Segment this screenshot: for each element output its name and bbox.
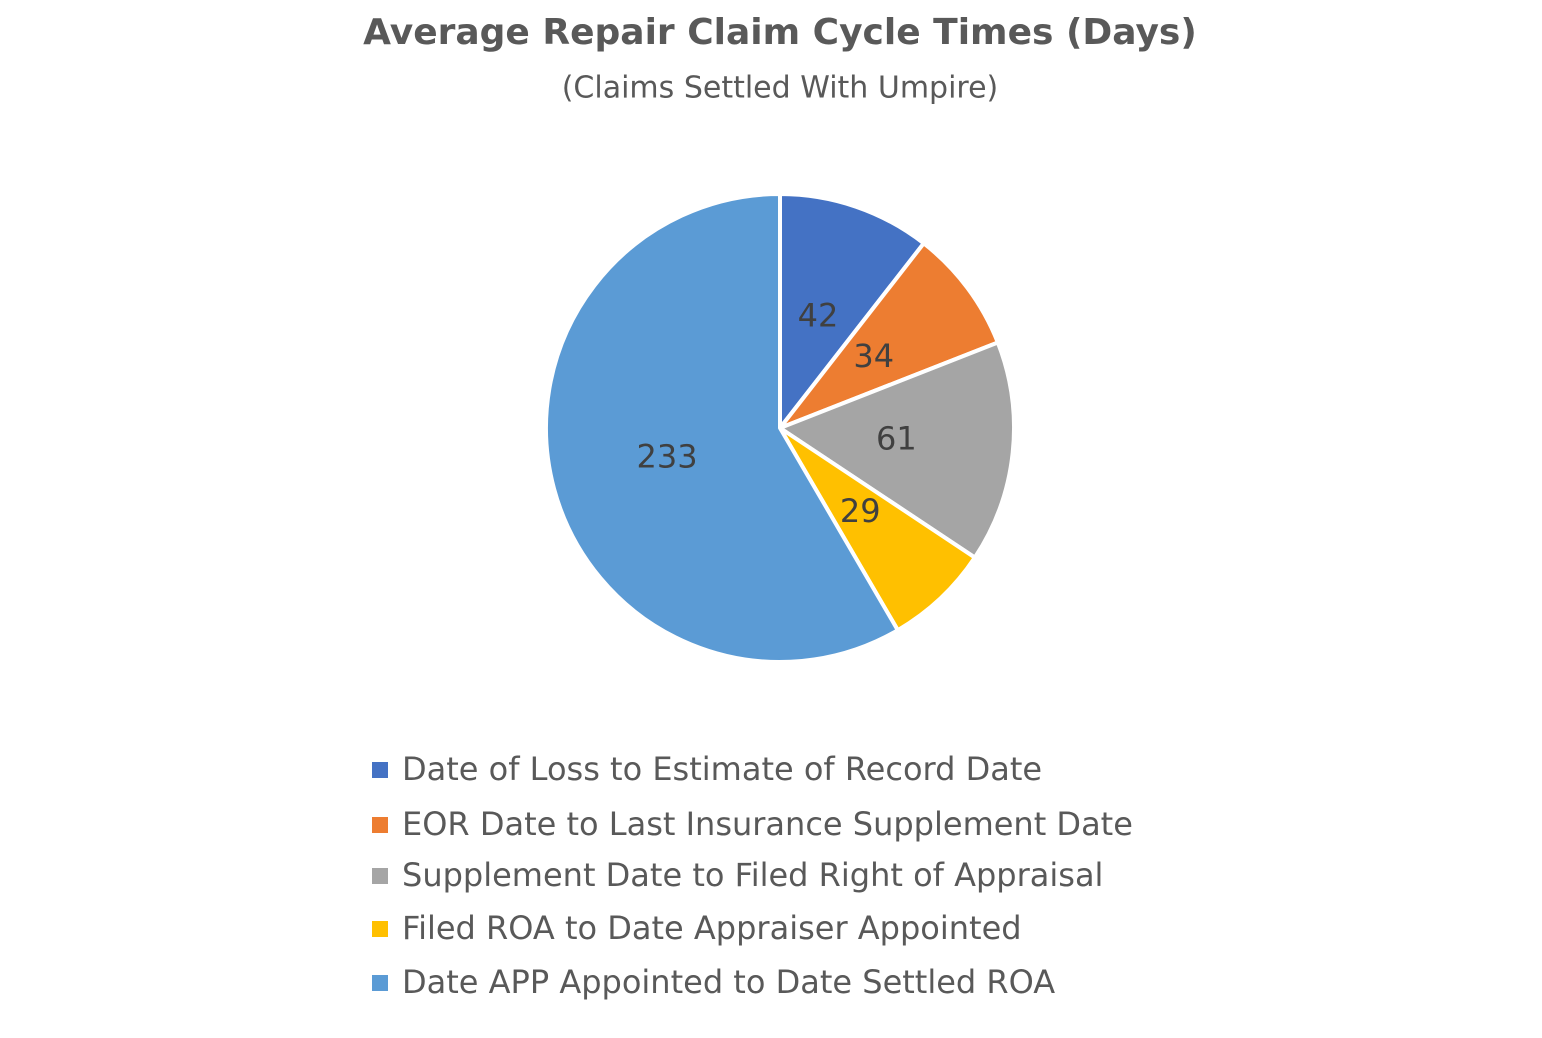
legend-label: Filed ROA to Date Appraiser Appointed — [402, 909, 1022, 947]
legend-label: Supplement Date to Filed Right of Apprai… — [402, 856, 1103, 894]
pie-slice — [544, 192, 900, 664]
legend-swatch — [372, 762, 388, 778]
pie-slice — [778, 340, 1016, 560]
chart-subtitle: (Claims Settled With Umpire) — [562, 71, 999, 106]
legend-swatch — [372, 921, 388, 937]
legend-swatch — [372, 817, 388, 833]
pie-slice — [778, 426, 977, 633]
legend-label: EOR Date to Last Insurance Supplement Da… — [402, 805, 1133, 843]
pie-slice — [778, 241, 1000, 430]
data-label: 29 — [840, 492, 881, 530]
data-label: 42 — [798, 296, 839, 334]
legend-swatch — [372, 975, 388, 991]
data-label: 233 — [637, 438, 698, 476]
data-label: 61 — [876, 419, 917, 457]
data-label: 34 — [853, 337, 894, 375]
chart-title: Average Repair Claim Cycle Times (Days) — [363, 12, 1197, 53]
legend-label: Date of Loss to Estimate of Record Date — [402, 750, 1042, 788]
pie-slice — [778, 192, 926, 430]
legend-label: Date APP Appointed to Date Settled ROA — [402, 963, 1055, 1001]
legend-swatch — [372, 868, 388, 884]
